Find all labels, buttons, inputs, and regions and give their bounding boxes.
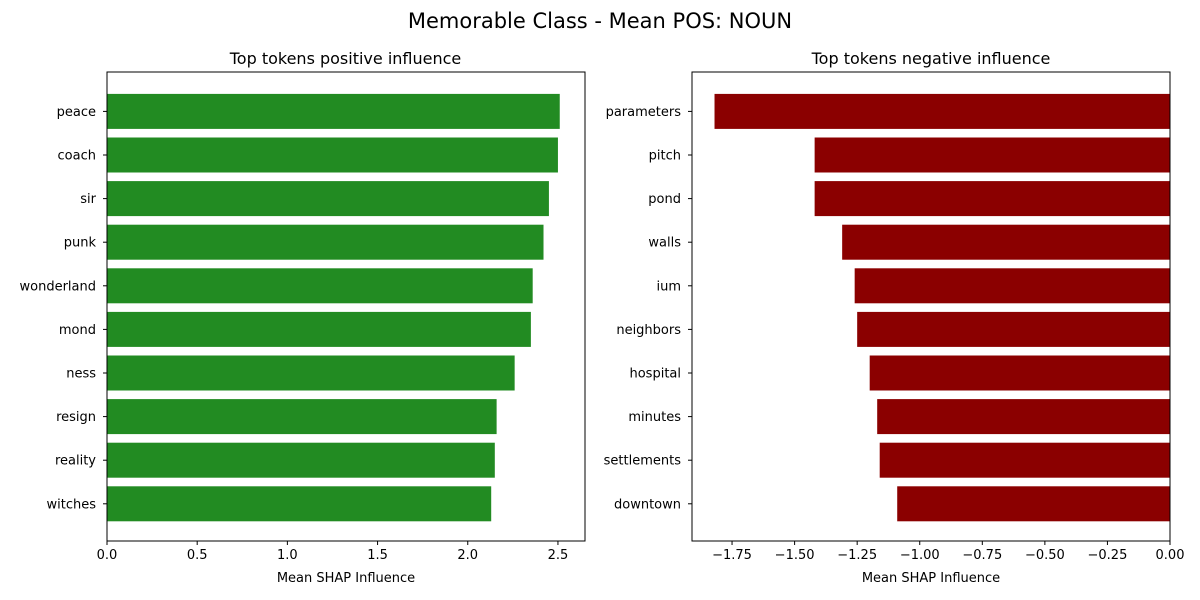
- figure-title: Memorable Class - Mean POS: NOUN: [408, 9, 792, 33]
- positive-y-tick-label: wonderland: [20, 279, 97, 294]
- negative-x-tick-label: −1.50: [775, 548, 815, 563]
- negative-x-tick-label: −1.75: [712, 548, 752, 563]
- negative-x-tick-label: −0.75: [962, 548, 1002, 563]
- positive-x-axis-label: Mean SHAP Influence: [277, 571, 415, 586]
- negative-y-tick-label: parameters: [606, 105, 682, 120]
- negative-bar-settlements: [879, 442, 1170, 478]
- negative-x-tick-label: −0.25: [1088, 548, 1128, 563]
- positive-y-tick-label: resign: [56, 410, 96, 425]
- positive-bar-punk: [107, 224, 544, 260]
- negative-y-tick-label: downtown: [614, 497, 681, 512]
- positive-x-tick-label: 1.5: [367, 548, 388, 563]
- positive-x-tick-label: 1.0: [277, 548, 298, 563]
- negative-x-tick-label: 0.00: [1156, 548, 1185, 563]
- negative-x-axis: −1.75 −1.50 −1.25 −1.00 −0.75 −0.50 −0.25 0.00: [712, 541, 1184, 563]
- positive-y-tick-label: coach: [58, 149, 96, 164]
- positive-x-tick-label: 0.0: [97, 548, 118, 563]
- negative-y-tick-label: hospital: [629, 367, 681, 382]
- negative-y-tick-label: pitch: [649, 149, 681, 164]
- negative-y-tick-label: pond: [648, 192, 681, 207]
- negative-bar-walls: [842, 224, 1170, 260]
- negative-bar-hospital: [869, 355, 1170, 391]
- positive-plot-frame: [106, 71, 586, 542]
- negative-y-tick-label: settlements: [604, 454, 682, 469]
- positive-bar-coach: [107, 137, 558, 173]
- positive-bar-witches: [107, 486, 492, 522]
- positive-x-tick-label: 2.0: [457, 548, 478, 563]
- positive-y-tick-label: mond: [59, 323, 96, 338]
- negative-y-tick-label: ium: [656, 279, 681, 294]
- negative-bar-ium: [854, 268, 1170, 304]
- negative-bar-pitch: [814, 137, 1170, 173]
- positive-influence-panel: Top tokens positive influence peace coach…: [20, 49, 586, 586]
- positive-bars: [107, 93, 560, 522]
- positive-y-tick-label: punk: [64, 236, 97, 251]
- negative-y-axis: parameters pitch pond walls ium neighbors hosp…: [604, 105, 692, 512]
- positive-y-axis: peace coach sir punk wonderland mond ness resig…: [20, 105, 107, 512]
- negative-bar-minutes: [877, 399, 1170, 435]
- positive-y-tick-label: ness: [66, 367, 96, 382]
- negative-y-tick-label: minutes: [628, 410, 681, 425]
- negative-plot-frame: [691, 71, 1171, 542]
- negative-bars: [714, 93, 1170, 522]
- negative-y-tick-label: neighbors: [616, 323, 681, 338]
- positive-y-tick-label: witches: [47, 497, 97, 512]
- positive-x-tick-label: 2.5: [548, 548, 569, 563]
- negative-bar-pond: [814, 181, 1170, 217]
- positive-bar-peace: [107, 93, 560, 129]
- positive-y-tick-label: peace: [57, 105, 96, 120]
- negative-bar-parameters: [714, 93, 1170, 129]
- positive-bar-ness: [107, 355, 515, 391]
- positive-bar-sir: [107, 181, 549, 217]
- positive-y-tick-label: reality: [55, 454, 96, 469]
- positive-panel-title: Top tokens positive influence: [229, 49, 462, 68]
- negative-influence-panel: Top tokens negative influence parameters…: [604, 49, 1185, 586]
- positive-x-tick-label: 0.5: [187, 548, 208, 563]
- positive-bar-mond: [107, 311, 531, 347]
- positive-bar-reality: [107, 442, 495, 478]
- positive-bar-resign: [107, 399, 497, 435]
- negative-x-axis-label: Mean SHAP Influence: [862, 571, 1000, 586]
- positive-x-axis: 0.0 0.5 1.0 1.5 2.0 2.5: [97, 541, 569, 563]
- negative-y-tick-label: walls: [648, 236, 681, 251]
- negative-x-tick-label: −1.00: [900, 548, 940, 563]
- positive-y-tick-label: sir: [80, 192, 96, 207]
- positive-bar-wonderland: [107, 268, 533, 304]
- negative-x-tick-label: −0.50: [1025, 548, 1065, 563]
- negative-x-tick-label: −1.25: [837, 548, 877, 563]
- negative-bar-downtown: [897, 486, 1170, 522]
- negative-panel-title: Top tokens negative influence: [811, 49, 1051, 68]
- negative-bar-neighbors: [857, 311, 1170, 347]
